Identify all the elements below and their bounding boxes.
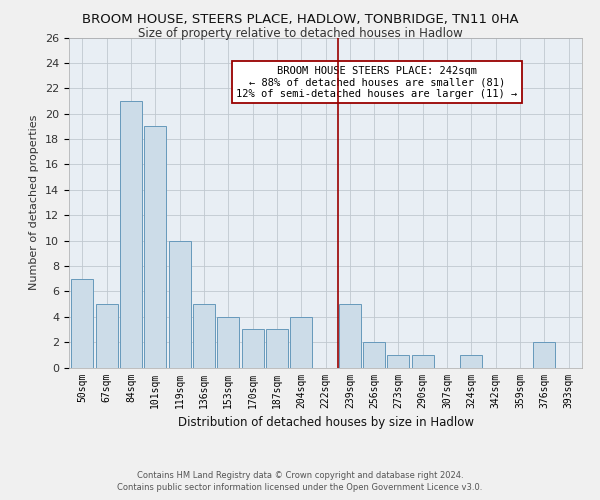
Bar [71,278,94,368]
Text: Contains HM Land Registry data © Crown copyright and database right 2024.
Contai: Contains HM Land Registry data © Crown c… [118,471,482,492]
Bar [460,355,482,368]
X-axis label: Distribution of detached houses by size in Hadlow: Distribution of detached houses by size … [178,416,473,429]
Text: BROOM HOUSE STEERS PLACE: 242sqm
← 88% of detached houses are smaller (81)
12% o: BROOM HOUSE STEERS PLACE: 242sqm ← 88% o… [236,66,517,99]
Bar [388,355,409,368]
Bar [120,101,142,367]
Bar [412,355,434,368]
Bar [193,304,215,368]
Bar [533,342,555,367]
Text: Size of property relative to detached houses in Hadlow: Size of property relative to detached ho… [137,28,463,40]
Bar [363,342,385,367]
Bar [242,330,263,368]
Bar [145,126,166,368]
Bar [290,316,312,368]
Bar [96,304,118,368]
Bar [266,330,288,368]
Y-axis label: Number of detached properties: Number of detached properties [29,115,40,290]
Bar [169,240,191,368]
Bar [217,316,239,368]
Text: BROOM HOUSE, STEERS PLACE, HADLOW, TONBRIDGE, TN11 0HA: BROOM HOUSE, STEERS PLACE, HADLOW, TONBR… [82,12,518,26]
Bar [339,304,361,368]
